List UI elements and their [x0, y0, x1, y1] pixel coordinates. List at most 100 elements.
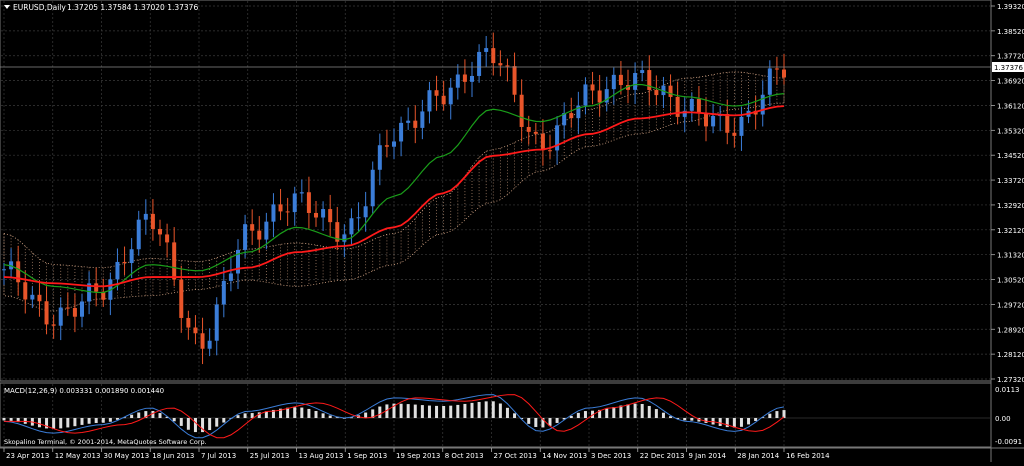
time-label: 19 Sep 2013 [396, 452, 440, 460]
macd-bar [293, 407, 297, 418]
price-label: 1.33720 [997, 177, 1024, 185]
macd-main-line [3, 394, 785, 439]
candle-body [498, 63, 503, 66]
macd-bar [201, 418, 205, 433]
time-label: 1 Sep 2013 [347, 452, 387, 460]
macd-bar [257, 412, 261, 418]
macd-bar [463, 403, 467, 418]
candle-body [299, 192, 304, 194]
candle-body [143, 213, 148, 220]
candle-body [661, 85, 666, 96]
macd-bar [243, 413, 247, 418]
macd-bar [747, 418, 751, 425]
candle-body [484, 48, 489, 52]
macd-bar [562, 418, 566, 420]
macd-bar [144, 411, 148, 418]
macd-bar [66, 418, 70, 428]
time-label: 8 Oct 2013 [445, 452, 484, 460]
macd-bar [782, 410, 786, 418]
time-label: 12 May 2013 [55, 452, 101, 460]
macd-bar [640, 403, 644, 418]
candle-body [314, 212, 318, 218]
macd-bar [87, 418, 91, 424]
macd-bar [541, 418, 545, 428]
macd-bar [654, 409, 658, 418]
candle-body [427, 90, 432, 112]
candle-body [292, 193, 297, 213]
macd-bar [761, 417, 765, 418]
ohlc-label: 1.37205 1.37584 1.37020 1.37376 [67, 3, 198, 12]
macd-bar [704, 418, 708, 423]
macd-bar [605, 408, 609, 418]
candle-body [370, 169, 375, 207]
candle-body [51, 324, 56, 326]
candle-body [633, 72, 638, 90]
time-label: 22 Dec 2013 [640, 452, 685, 460]
candlesticks [2, 32, 786, 365]
macd-bar [208, 418, 212, 431]
candle-body [115, 261, 120, 280]
macd-bar [349, 417, 353, 419]
macd-bar [612, 407, 616, 418]
price-scale: 1.39320 1.38520 1.37720 1.36920 1.36120 1.353… [991, 3, 1024, 384]
macd-bar [456, 404, 460, 418]
chart-menu-icon[interactable] [4, 5, 10, 9]
macd-bar [264, 411, 268, 418]
candle-body [214, 304, 219, 341]
macd-bar [591, 410, 595, 418]
candle-body [392, 141, 396, 147]
macd-bar [279, 408, 283, 418]
time-label: 14 Nov 2013 [542, 452, 587, 460]
macd-bar [732, 418, 736, 428]
time-label: 25 Jul 2013 [250, 452, 290, 460]
macd-bar [165, 416, 169, 418]
candle-body [257, 230, 262, 240]
macd-bar [80, 418, 84, 425]
macd-bar [286, 407, 290, 418]
macd-bar [449, 405, 453, 418]
candle-body [477, 51, 482, 76]
time-label: 9 Jan 2014 [689, 452, 727, 460]
candle-body [200, 333, 205, 349]
price-label: 1.31320 [997, 252, 1024, 260]
macd-bar [151, 410, 155, 418]
candle-body [399, 122, 404, 142]
candle-body [172, 242, 177, 280]
candle-body [526, 126, 531, 132]
price-label: 1.37720 [997, 53, 1024, 61]
macd-bar [108, 418, 112, 422]
macd-bar [583, 411, 587, 418]
macd-bar [73, 418, 77, 427]
macd-signal-line [4, 394, 785, 439]
candle-body [335, 222, 340, 242]
candle-body [207, 340, 212, 349]
macd-bar [491, 401, 495, 418]
candle-body [739, 116, 744, 136]
price-label: 1.32120 [997, 227, 1024, 235]
macd-bar [45, 418, 49, 429]
macd-bar [371, 409, 375, 418]
macd-bar [739, 418, 743, 427]
price-label: 1.28920 [997, 326, 1024, 334]
candle-body [767, 68, 772, 95]
candle-body [668, 85, 673, 97]
macd-bar [399, 403, 403, 418]
price-label: 1.27320 [997, 376, 1024, 384]
macd-bar [555, 418, 559, 423]
candle-body [179, 279, 184, 318]
time-label: 13 Aug 2013 [299, 452, 344, 460]
candle-body [342, 234, 347, 242]
macd-bar [661, 412, 665, 418]
candle-body [158, 228, 162, 235]
macd-bar [364, 412, 368, 418]
macd-bar [420, 405, 424, 418]
macd-bar [392, 403, 396, 418]
candle-body [228, 273, 233, 281]
candle-body [420, 111, 425, 128]
macd-bar [37, 418, 41, 428]
ma-red-line [3, 105, 785, 288]
candle-body [455, 74, 460, 88]
macd-bar [186, 418, 190, 430]
